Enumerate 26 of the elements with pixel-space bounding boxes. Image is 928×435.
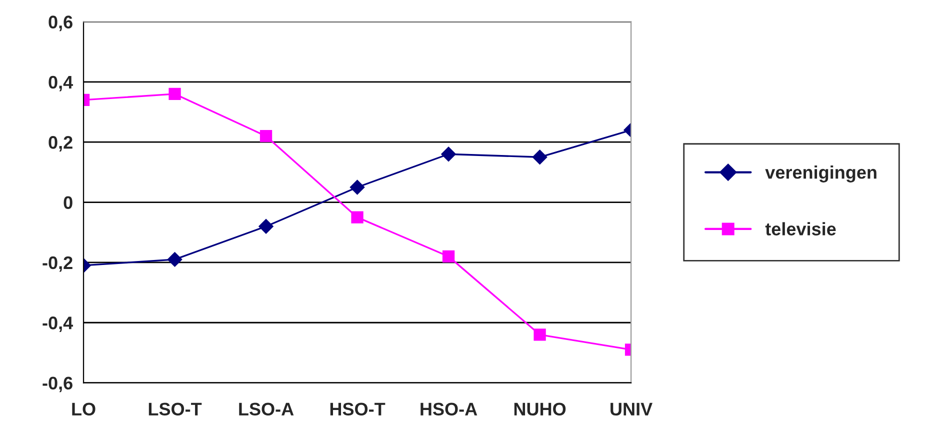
- point: [167, 252, 182, 267]
- legend-label: televisie: [765, 222, 836, 236]
- x-tick-label: LSO-A: [239, 402, 294, 416]
- y-tick-label: 0,2: [48, 136, 72, 152]
- point: [441, 146, 456, 162]
- y-tick-label: -0,2: [42, 256, 72, 272]
- point: [168, 88, 181, 100]
- point: [260, 130, 272, 142]
- point: [532, 150, 548, 165]
- legend-label: verenigingen: [765, 166, 876, 182]
- x-tick-label: LO: [72, 402, 96, 416]
- y-tick-label: -0,4: [42, 316, 74, 332]
- x-tick-label: NUHO: [514, 402, 566, 416]
- point: [534, 328, 546, 341]
- x-tick-label: LSO-T: [148, 402, 202, 416]
- point: [351, 211, 364, 224]
- point: [258, 218, 274, 234]
- y-tick-label: 0: [64, 196, 72, 209]
- y-tick-label: 0,6: [48, 16, 72, 32]
- x-tick-label: UNIV: [610, 402, 652, 416]
- point: [442, 250, 455, 263]
- x-tick-label: HSO-T: [330, 402, 386, 416]
- x-tick-label: HSO-A: [420, 402, 478, 416]
- y-tick-label: -0,6: [42, 376, 72, 392]
- y-tick-label: 0,4: [48, 76, 74, 92]
- point: [350, 180, 365, 195]
